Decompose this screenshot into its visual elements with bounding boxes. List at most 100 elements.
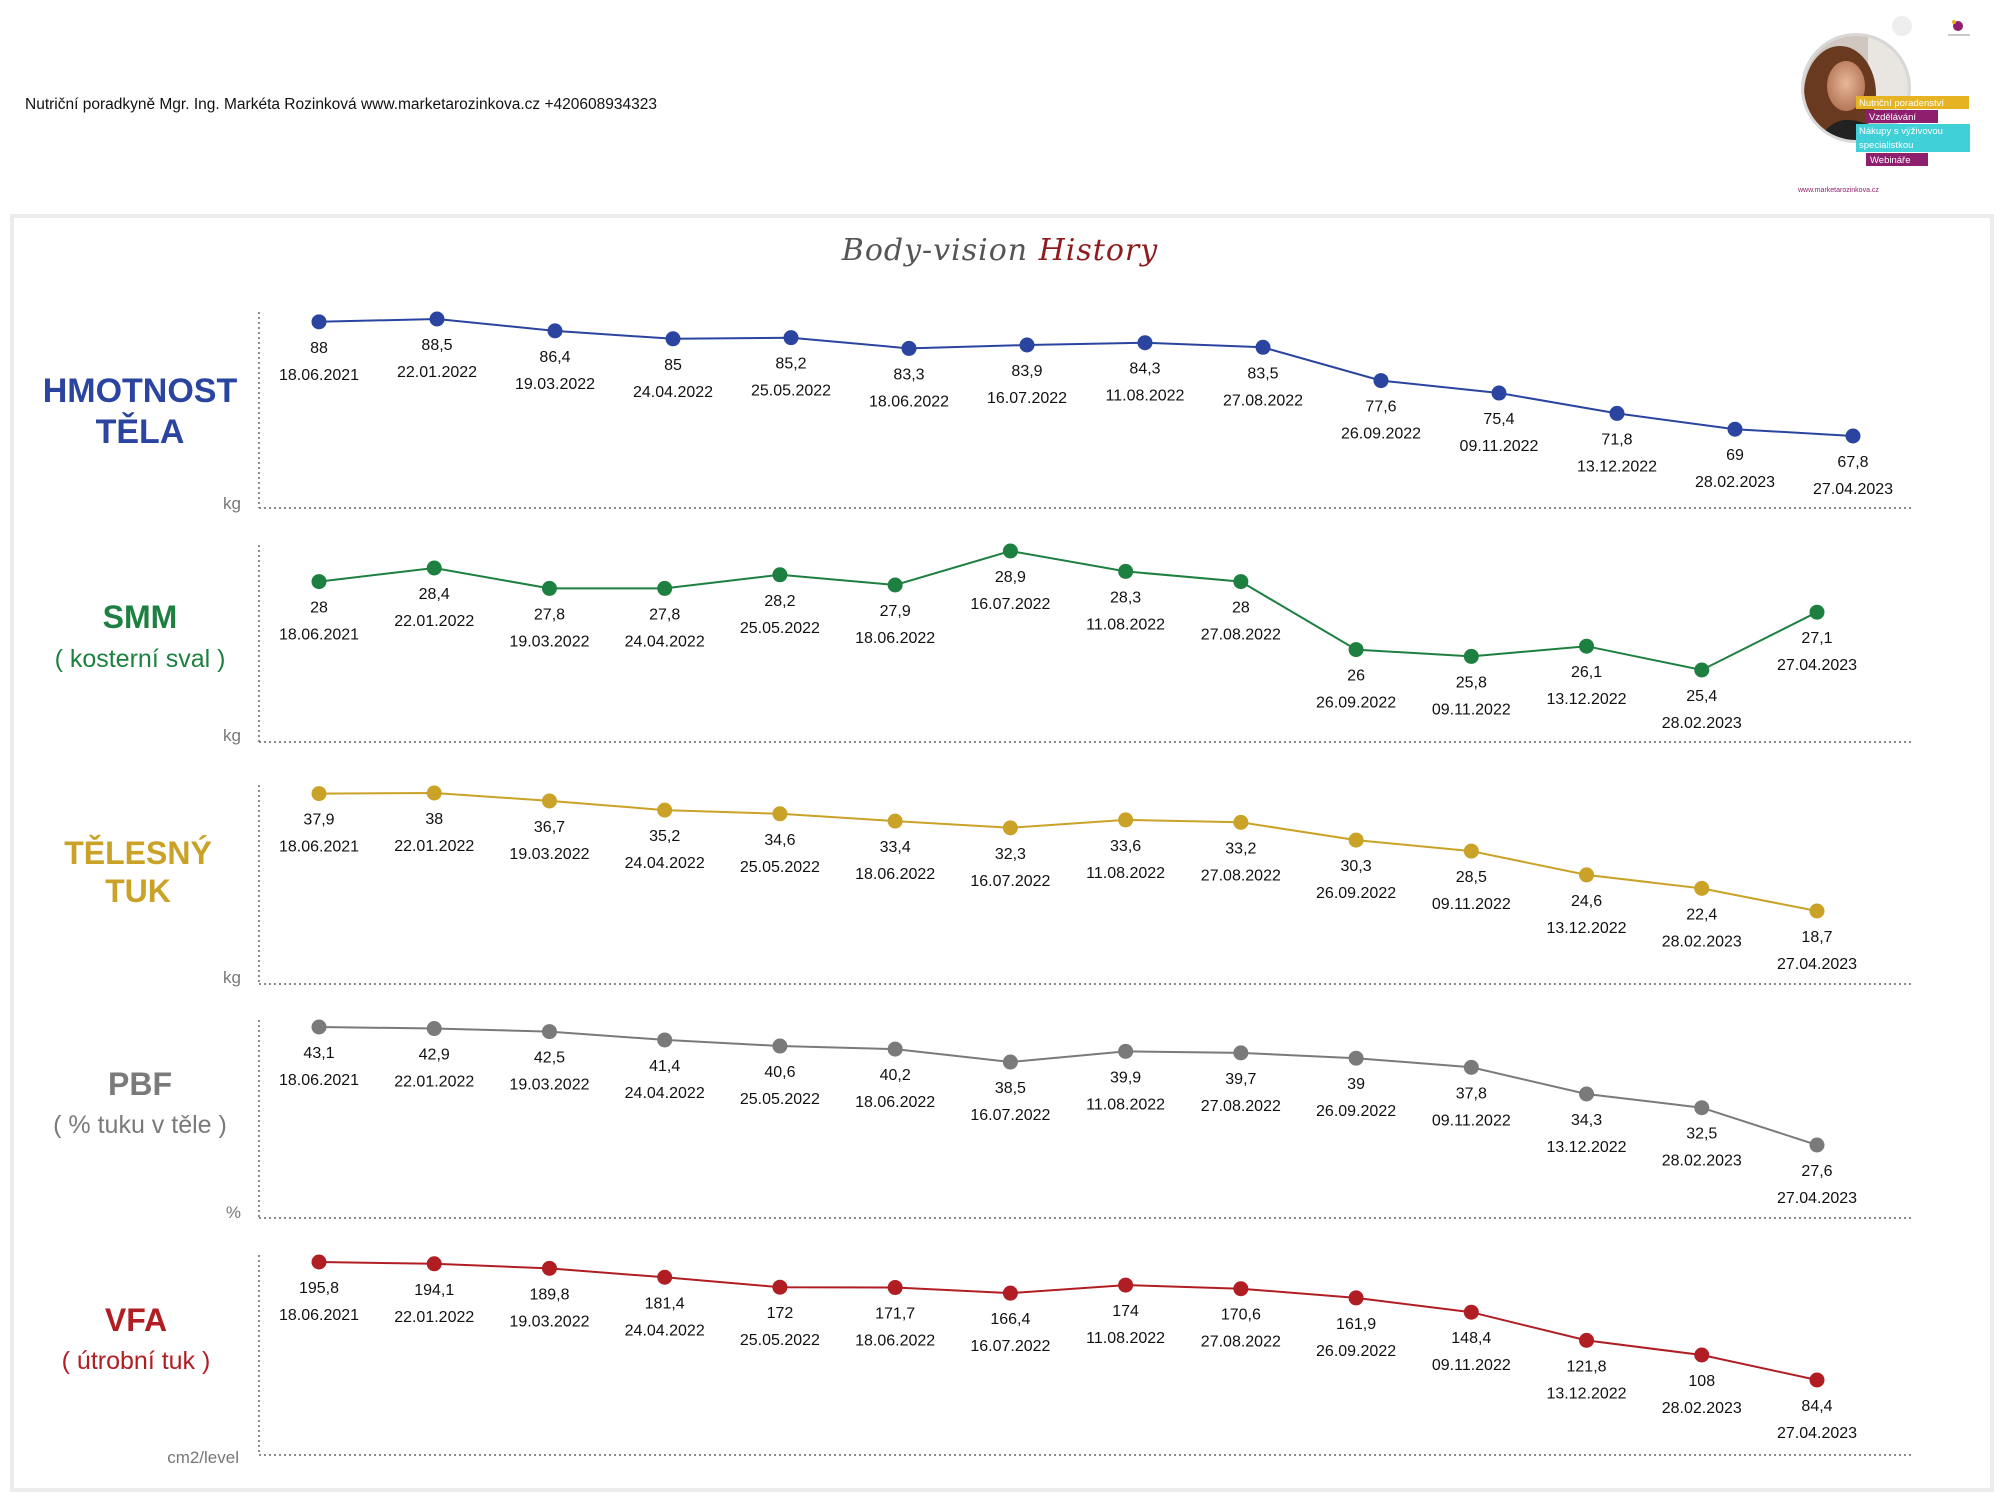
data-point	[887, 813, 903, 829]
data-label: 181,4	[645, 1295, 685, 1312]
data-point	[541, 1260, 557, 1276]
date-label: 18.06.2021	[279, 1072, 359, 1089]
date-label: 18.06.2022	[855, 866, 935, 883]
data-label: 194,1	[414, 1282, 454, 1299]
date-label: 27.04.2023	[1777, 1425, 1857, 1442]
title-part2: History	[1038, 233, 1159, 268]
date-label: 16.07.2022	[970, 1338, 1050, 1355]
data-label: 121,8	[1567, 1358, 1607, 1375]
data-label: 24,6	[1571, 893, 1602, 910]
date-label: 28.02.2023	[1662, 933, 1742, 950]
data-point	[311, 786, 327, 802]
date-label: 27.04.2023	[1813, 481, 1893, 498]
data-point	[657, 580, 673, 596]
date-label: 13.12.2022	[1546, 1139, 1626, 1156]
data-point	[541, 793, 557, 809]
date-label: 13.12.2022	[1577, 458, 1657, 475]
date-label: 09.11.2022	[1432, 1357, 1511, 1374]
date-label: 18.06.2022	[869, 393, 949, 410]
data-label: 166,4	[990, 1311, 1030, 1328]
data-point	[1233, 574, 1249, 590]
data-point	[1694, 1347, 1710, 1363]
data-label: 88,5	[421, 337, 452, 354]
date-label: 27.08.2022	[1223, 392, 1303, 409]
data-point	[311, 314, 327, 330]
data-label: 170,6	[1221, 1307, 1261, 1324]
date-label: 11.08.2022	[1086, 1330, 1165, 1347]
data-label: 148,4	[1451, 1330, 1491, 1347]
data-point	[657, 1032, 673, 1048]
chart-5: VFA ( útrobní tuk ) cm2/level 195,8 18.06.20…	[62, 1254, 1912, 1467]
date-label: 22.01.2022	[397, 364, 477, 381]
data-point	[1694, 662, 1710, 678]
date-label: 24.04.2022	[625, 1085, 705, 1102]
data-point	[1809, 1137, 1825, 1153]
data-point	[1348, 642, 1364, 658]
data-label: 28,2	[764, 593, 795, 610]
data-label: 83,9	[1011, 363, 1042, 380]
chart-2: SMM ( kosterní sval ) kg 28 18.06.2021 28,4 22…	[55, 543, 1912, 745]
chart-panel	[10, 214, 1994, 1492]
data-label: 42,9	[419, 1047, 450, 1064]
logo-url: www.marketarozinkova.cz	[1797, 187, 1879, 194]
date-label: 27.08.2022	[1201, 627, 1281, 644]
data-point	[1348, 1290, 1364, 1306]
header-contact: Nutriční poradkyně Mgr. Ing. Markéta Roz…	[25, 96, 657, 113]
data-point	[1233, 1045, 1249, 1061]
data-point	[1002, 543, 1018, 559]
data-label: 28	[1232, 600, 1250, 617]
date-label: 09.11.2022	[1460, 438, 1539, 455]
data-point	[1373, 373, 1389, 389]
data-point	[1727, 421, 1743, 437]
series-line	[318, 549, 1818, 672]
unit-label: kg	[223, 968, 241, 987]
data-label: 67,8	[1837, 454, 1868, 471]
data-label: 27,8	[649, 606, 680, 623]
date-label: 26.09.2022	[1316, 1343, 1396, 1360]
data-label: 39,7	[1225, 1071, 1256, 1088]
data-point	[772, 1279, 788, 1295]
date-label: 19.03.2022	[515, 376, 595, 393]
data-label: 26	[1347, 668, 1365, 685]
data-point	[1348, 832, 1364, 848]
data-label: 25,8	[1456, 674, 1487, 691]
data-point	[1491, 385, 1507, 401]
data-point	[1809, 1372, 1825, 1388]
badge-nutrition: Nutriční poradenství	[1859, 98, 1944, 109]
data-label: 28,5	[1456, 869, 1487, 886]
data-point	[1579, 1332, 1595, 1348]
date-label: 18.06.2021	[279, 367, 359, 384]
data-point	[887, 1041, 903, 1057]
metric-label: VFA	[105, 1302, 167, 1338]
date-label: 26.09.2022	[1316, 695, 1396, 712]
data-point	[1463, 1304, 1479, 1320]
data-label: 30,3	[1341, 858, 1372, 875]
data-label: 161,9	[1336, 1316, 1376, 1333]
date-label: 24.04.2022	[625, 633, 705, 650]
title-part1: Body-vision	[841, 233, 1029, 268]
data-point	[426, 785, 442, 801]
data-point	[1809, 903, 1825, 919]
data-point	[772, 1038, 788, 1054]
metric-sublabel: TUK	[105, 873, 171, 909]
data-point	[1463, 843, 1479, 859]
date-label: 28.02.2023	[1662, 1400, 1742, 1417]
badge-webinars: Webináře	[1870, 155, 1911, 166]
data-point	[1694, 880, 1710, 896]
data-point	[1233, 1281, 1249, 1297]
date-label: 27.08.2022	[1201, 1098, 1281, 1115]
data-point	[657, 1269, 673, 1285]
data-label: 85,2	[775, 356, 806, 373]
data-point	[1463, 1059, 1479, 1075]
data-point	[1694, 1100, 1710, 1116]
date-label: 25.05.2022	[740, 1332, 820, 1349]
date-label: 24.04.2022	[625, 855, 705, 872]
data-point	[1002, 1054, 1018, 1070]
data-point	[547, 323, 563, 339]
date-label: 16.07.2022	[970, 873, 1050, 890]
data-label: 38	[425, 811, 443, 828]
data-point	[1463, 648, 1479, 664]
date-label: 16.07.2022	[987, 390, 1067, 407]
date-label: 28.02.2023	[1662, 1153, 1742, 1170]
data-point	[887, 1280, 903, 1296]
